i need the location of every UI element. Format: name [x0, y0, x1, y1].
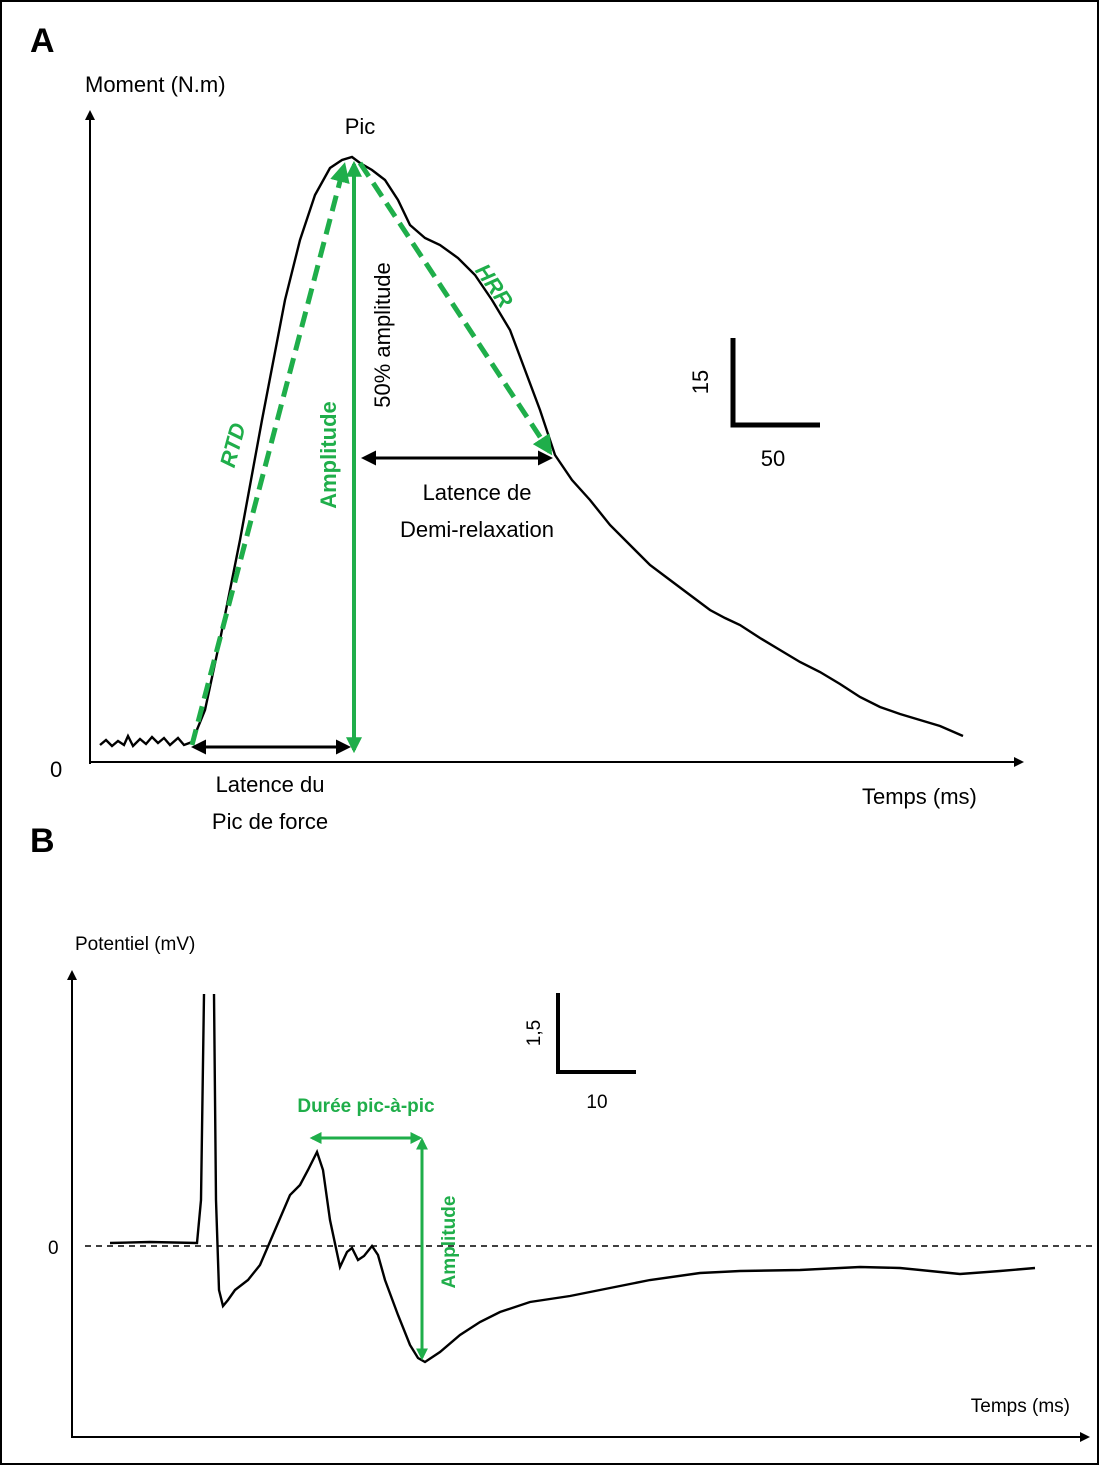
peak-label: Pic: [345, 114, 376, 139]
zero-label: 0: [50, 757, 62, 782]
potential-curve: [109, 993, 1036, 1364]
amplitude-label: Amplitude: [316, 401, 341, 509]
y-axis-label: Potentiel (mV): [75, 934, 195, 955]
peak-latency-label: Pic de force: [212, 809, 328, 834]
scale-y-label: 15: [688, 370, 713, 394]
x-axis-label: Temps (ms): [971, 1396, 1070, 1417]
scale-bar: [730, 338, 820, 428]
scale-bar: [556, 993, 636, 1074]
zero-label: 0: [48, 1238, 59, 1259]
x-axis-label: Temps (ms): [862, 784, 977, 809]
hrr-line: [357, 161, 553, 456]
panel-label: B: [30, 822, 55, 860]
scale-x-label: 50: [761, 446, 785, 471]
peak-latency-label: Latence du: [216, 772, 325, 797]
half-relaxation-label: Latence de: [423, 480, 532, 505]
rtd-label: RTD: [215, 420, 251, 470]
amplitude-label: Amplitude: [439, 1196, 460, 1289]
half-amplitude-label: 50% amplitude: [370, 262, 395, 408]
panel-label: A: [30, 22, 55, 60]
hrr-label: HRR: [470, 259, 518, 312]
y-axis-label: Moment (N.m): [85, 72, 226, 97]
half-relaxation-label: Demi-relaxation: [400, 517, 554, 542]
duration-label: Durée pic-à-pic: [297, 1096, 435, 1117]
scale-x-label: 10: [586, 1092, 607, 1113]
rtd-line: [189, 162, 350, 746]
force-curve: [99, 155, 964, 749]
scale-y-label: 1,5: [524, 1020, 545, 1046]
